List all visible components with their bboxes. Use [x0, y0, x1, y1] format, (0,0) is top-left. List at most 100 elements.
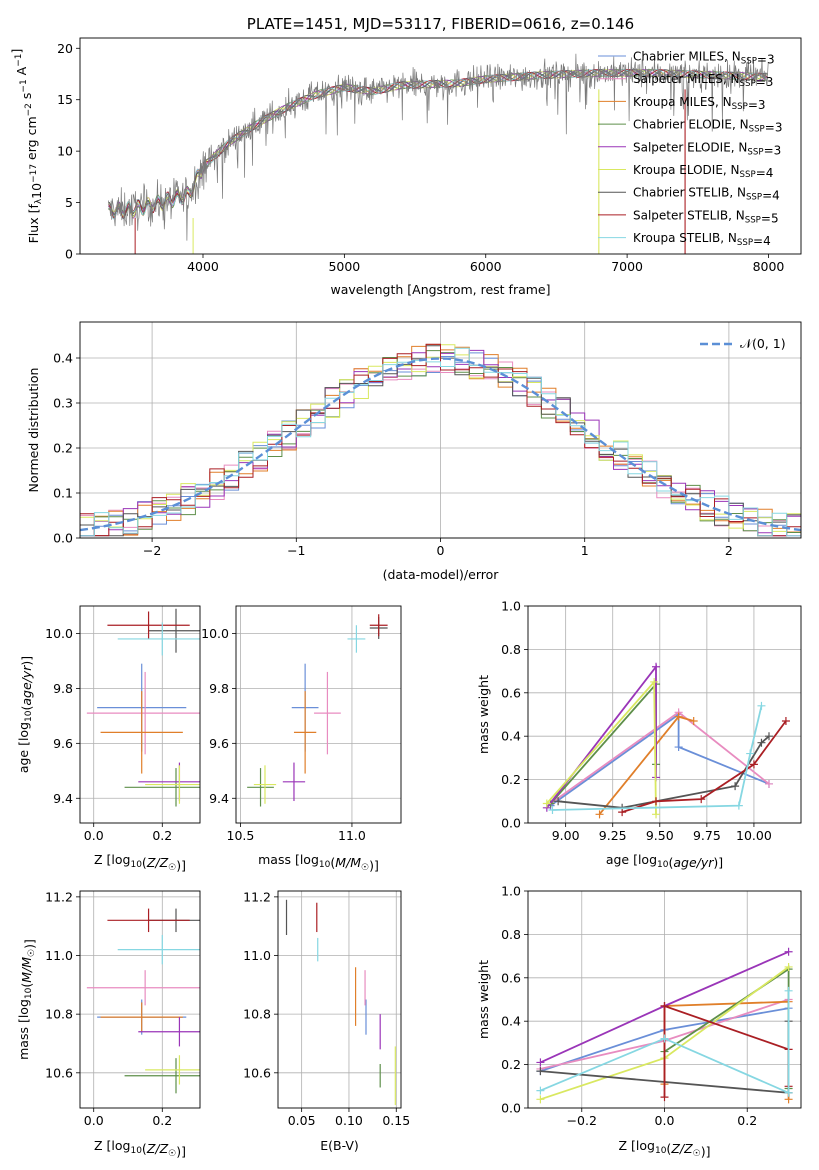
x-tick-label: 0.0 [84, 1113, 104, 1128]
weight-marker [784, 986, 793, 995]
y-axis-label: Normed distribution [26, 368, 41, 493]
y-tick-label: 0.0 [501, 816, 521, 831]
y-tick-label: 11.2 [45, 889, 73, 904]
legend-label: Chabrier STELIB, NSSP=4 [633, 186, 780, 203]
x-tick-label: 1 [581, 543, 589, 558]
x-tick-label: 0.10 [335, 1113, 363, 1128]
y-tick-label: 1.0 [501, 599, 521, 614]
weight-marker [734, 801, 743, 810]
weight-marker [650, 677, 659, 686]
legend-label: Salpeter MILES, NSSP=3 [633, 72, 773, 89]
y-tick-label: 0.8 [501, 927, 521, 942]
weight-marker [749, 760, 758, 769]
y-tick-label: 0.3 [53, 396, 73, 411]
legend-label: Salpeter ELODIE, NSSP=3 [633, 140, 781, 157]
y-tick-label: 10.6 [45, 1065, 73, 1080]
y-tick-label: 0.4 [501, 1014, 521, 1029]
x-tick-label: 4000 [187, 259, 219, 274]
y-tick-label: 0.4 [501, 729, 521, 744]
residuals-frame [79, 321, 802, 539]
y-axis-label: mass weight [476, 675, 491, 754]
y-tick-label: 9.8 [53, 681, 73, 696]
weight-marker [674, 712, 683, 721]
x-tick-label: 6000 [470, 259, 502, 274]
spectrum-lines [107, 53, 769, 254]
x-axis-label: (data-model)/error [383, 567, 500, 582]
y-tick-label: 0.2 [501, 1057, 521, 1072]
y-axis-label: Flux [fλ10−17 erg cm−2 s−1 A−1] [9, 49, 44, 244]
x-axis-label: E(B-V) [320, 1138, 359, 1153]
age_vs_Z-axes: 0.0 0.2 9.4 9.6 9.8 10.0 [45, 606, 200, 843]
y-tick-label: 0 [65, 247, 73, 262]
weight-marker [764, 779, 773, 788]
x-tick-label: −1 [287, 543, 305, 558]
weight-line [549, 681, 657, 805]
x-tick-label: −0.2 [567, 1113, 597, 1128]
y-tick-label: 9.4 [53, 791, 73, 806]
age_vs_Z-frame [79, 605, 201, 824]
weight-marker [764, 732, 773, 741]
y-tick-label: 9.4 [209, 791, 229, 806]
y-tick-label: 10.8 [243, 1007, 271, 1022]
y-tick-label: 10.6 [243, 1065, 271, 1080]
y-tick-label: 10.8 [45, 1007, 73, 1022]
x-tick-label: 0.15 [382, 1113, 410, 1128]
weight-marker [757, 701, 766, 710]
x-tick-label: 10.00 [736, 828, 772, 843]
legend: Chabrier MILES, NSSP=3 Salpeter MILES, NS… [598, 50, 782, 248]
weight-marker [784, 1088, 793, 1097]
y-tick-label: 0.8 [501, 642, 521, 657]
weight-marker [784, 947, 793, 956]
weight-line [550, 712, 770, 807]
y-tick-label: 20 [57, 41, 73, 56]
y-tick-label: 10 [57, 144, 73, 159]
weight-marker [781, 717, 790, 726]
y-tick-label: 10.0 [45, 626, 73, 641]
x-tick-label: 0.0 [84, 828, 104, 843]
weight-marker [652, 662, 661, 671]
legend-label: Kroupa MILES, NSSP=3 [633, 95, 766, 112]
age_vs_Z-points [86, 608, 200, 807]
x-tick-label: 2 [725, 543, 733, 558]
x-tick-label: 0.0 [655, 1113, 675, 1128]
x-tick-label: 0.2 [152, 828, 172, 843]
y-tick-label: 0.2 [501, 772, 521, 787]
weight-marker [536, 1058, 545, 1067]
x-tick-label: 11.0 [338, 828, 366, 843]
y-tick-label: 0.4 [53, 351, 73, 366]
x-tick-label: 8000 [753, 259, 785, 274]
y-tick-label: 9.6 [209, 736, 229, 751]
legend-label: Chabrier MILES, NSSP=3 [633, 50, 775, 67]
mass_vs_ebv-points [285, 899, 396, 1106]
age_vs_mass-points [247, 614, 388, 807]
weight-line [540, 990, 790, 1095]
x-axis-label: Z [log10(Z/Z☉)] [94, 1138, 186, 1159]
x-tick-label: 0.05 [288, 1113, 316, 1128]
x-axis-label: mass [log10(M/M☉)] [258, 852, 379, 873]
x-tick-label: 10.5 [227, 828, 255, 843]
y-tick-label: 15 [57, 92, 73, 107]
weight-marker [660, 1002, 669, 1011]
weight-marker [618, 808, 627, 817]
x-tick-label: 0.2 [737, 1113, 757, 1128]
y-tick-label: 1.0 [501, 884, 521, 899]
weight-marker [674, 743, 683, 752]
y-tick-label: 0.0 [501, 1101, 521, 1116]
weight-marker [536, 1067, 545, 1076]
y-axis-label: mass weight [476, 960, 491, 1039]
histograms [80, 343, 801, 538]
x-tick-label: 9.75 [693, 828, 721, 843]
weight-marker [536, 1095, 545, 1104]
normal-curve [80, 357, 801, 532]
legend-label: 𝒩(0, 1) [740, 336, 786, 351]
spectrum-frame [79, 37, 802, 255]
legend-label: Kroupa STELIB, NSSP=4 [633, 231, 771, 248]
y-tick-label: 0.6 [501, 685, 521, 700]
weight-line [558, 735, 770, 809]
y-tick-label: 0.0 [53, 531, 73, 546]
mass_vs_ebv-axes: 0.05 0.10 0.15 10.6 10.8 11.0 11.2 [243, 889, 410, 1128]
x-tick-label: 5000 [328, 259, 360, 274]
y-tick-label: 0.1 [53, 486, 73, 501]
weight-line [664, 967, 790, 1089]
x-axis-label: age [log10(age/yr)] [606, 852, 723, 870]
